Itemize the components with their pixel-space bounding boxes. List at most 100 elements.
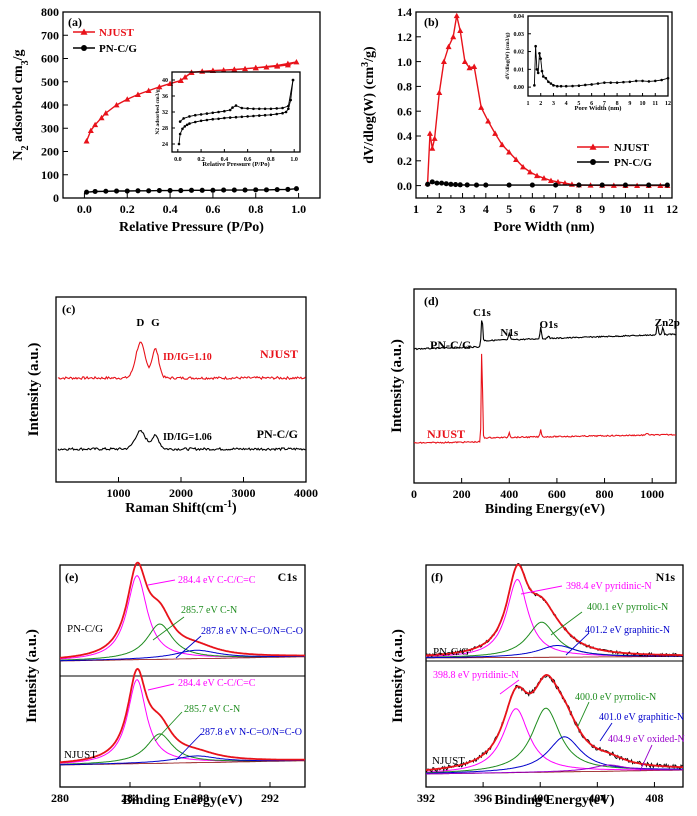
panel-c-peak-label: D [136, 317, 144, 329]
panel-a-inset-point [211, 117, 215, 121]
panel-a-inset-ytick-label: 28 [162, 126, 168, 132]
panel-a-point [274, 62, 281, 68]
panel-b-inset-point [541, 75, 545, 78]
panel-b-point [439, 180, 445, 186]
panel-e-envelope [59, 561, 305, 659]
panel-d-ylabel: Intensity (a.u.) [389, 339, 405, 433]
panel-c-xtick-label: 3000 [232, 486, 256, 500]
panel-b-inset-point [641, 79, 644, 83]
panel-a-inset-point [246, 115, 249, 118]
panel-a-xtick-label: 0.8 [248, 202, 263, 216]
panel-a-ylabel-part: 3 [20, 60, 31, 65]
panel-b-xtick-label: 8 [576, 202, 582, 216]
panel-a-inset-point [287, 104, 290, 108]
panel-c-ratio: ID/IG=1.06 [163, 432, 212, 443]
panel-b-point [453, 12, 460, 19]
panel-a-inset-point [228, 108, 232, 112]
panel-a-inset-point [178, 120, 182, 123]
panel-b-point [457, 182, 463, 188]
panel-a-inset-ylabel: N2 adsorbed cm3/g [155, 89, 161, 134]
panel-b-point [436, 89, 443, 95]
panel-b-point [461, 58, 468, 64]
panel-a: 0.0 0.2 0.4 0.6 0.8 1.0 0 100 200 300 400 500 600 700… [11, 5, 321, 235]
panel-f-corner-label: N1s [656, 570, 676, 584]
panel-b-point [664, 182, 670, 188]
panel-e-component [59, 755, 305, 766]
panel-a-ylabel-part: 2 [20, 145, 31, 150]
panel-b-inset-point [615, 81, 619, 84]
panel-a-inset-point [234, 115, 238, 119]
panel-b-xtick-label: 12 [666, 202, 678, 216]
panel-a-inset-point [205, 112, 209, 115]
panel-b-point [622, 182, 629, 188]
panel-a-point [274, 187, 280, 193]
panel-b-point [527, 168, 534, 175]
panel-b-inset-xtick-label: 12 [665, 101, 671, 107]
panel-b-inset-point [538, 52, 541, 55]
panel-b-inset-point [555, 84, 559, 88]
panel-b-inset: 1 2 3 4 5 6 7 8 9 10 11 120.000.010.020.030.04Pore … [504, 14, 671, 112]
panel-f-envelope [425, 563, 683, 657]
panel-e-xtick-label: 284 [121, 791, 139, 805]
panel-b-xlabel: Pore Width (nm) [493, 220, 594, 235]
panel-a-point [102, 110, 109, 116]
panel-b-point [457, 27, 464, 33]
panel-b-point [646, 182, 652, 188]
panel-a-inset-point [223, 109, 226, 113]
panel-c-series-label: NJUST [260, 347, 298, 361]
panel-a-point [103, 188, 109, 194]
panel-b-point [485, 118, 492, 124]
panel-a-inset-point [193, 113, 197, 117]
panel-a-point [242, 187, 248, 193]
panel-b-point [471, 63, 478, 69]
panel-b-legend-label: PN-C/G [614, 157, 652, 169]
panel-e-annotation: 287.8 eV N-C=O/N=C-O [201, 626, 303, 637]
panel-a-inset-point [211, 111, 215, 115]
panel-a-inset-point [234, 104, 238, 107]
panel-b-point [450, 33, 457, 40]
panel-a-point [92, 121, 99, 128]
panel-b-point [506, 182, 512, 188]
panel-b-inset-point [577, 84, 581, 87]
panel-b-inset-xtick-label: 3 [552, 101, 555, 107]
panel-a-frame [62, 11, 321, 199]
panel-b-inset-point [540, 69, 544, 73]
panel-f-annotation: 404.9 eV oxided-N [608, 734, 685, 745]
panel-b-xtick-label: 3 [460, 202, 466, 216]
panel-f-annotation: 400.1 eV pyrrolic-N [587, 602, 668, 613]
panel-a-point [210, 187, 216, 193]
panel-a-inset-xtick-label: 0.4 [221, 157, 229, 163]
panel-b-point [440, 58, 447, 64]
panel-c-label: (c) [62, 302, 75, 316]
panel-a-point [92, 188, 98, 195]
panel-e: 280 284 288 292 (e) C1s Binding Energy(eV) Inte… [24, 561, 306, 808]
panel-e-xtick-label: 288 [191, 791, 209, 805]
panel-b-inset-point [609, 81, 613, 84]
panel-b-xtick-label: 7 [553, 202, 559, 216]
panel-d-xtick-label: 0 [411, 487, 417, 501]
panel-b-inset-xtick-label: 5 [577, 101, 580, 107]
panel-a-point [98, 114, 105, 121]
panel-f-annotation: 401.0 eV graphitic-N [599, 712, 684, 723]
panel-b-inset-point [552, 84, 555, 87]
panel-b-inset-xlabel: Pore Width (nm) [575, 105, 622, 112]
panel-c-ratio: ID/IG=1.10 [163, 352, 212, 363]
panel-a-inset-point [269, 113, 273, 117]
panel-a-ylabel-part: N [11, 150, 26, 160]
panel-b-inset-ytick-label: 0.02 [514, 50, 525, 56]
panel-a-inset-xtick-label: 1.0 [290, 157, 298, 163]
panel-b-inset-ytick-label: 0.03 [514, 32, 525, 38]
panel-d-label: (d) [424, 294, 439, 308]
panel-f-annotation: 398.8 eV pyridinic-N [433, 670, 519, 681]
panel-f-annotation-leader [565, 632, 590, 656]
panel-b-point [529, 182, 535, 188]
panel-a-inset-point [246, 107, 249, 110]
panel-b-inset-point [622, 80, 625, 84]
panel-a-xtick-label: 0.0 [77, 202, 92, 216]
panel-a-xtick-label: 0.4 [163, 202, 178, 216]
panel-a-ytick-label: 100 [41, 168, 59, 182]
panel-a-inset-point [199, 119, 203, 123]
panel-b-inset-point [536, 71, 540, 75]
panel-b-ylabel-part: dV/dlog(W) (cm [362, 67, 377, 164]
panel-e-annotation: 285.7 eV C-N [184, 704, 240, 715]
